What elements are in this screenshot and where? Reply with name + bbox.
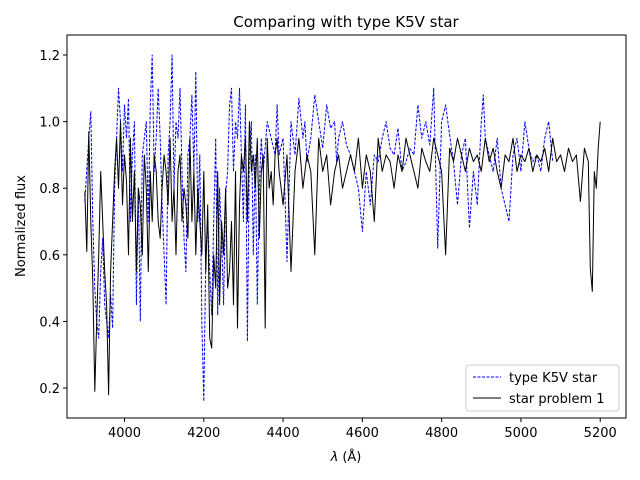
x-axis-label-symbol: λ [330,450,339,465]
y-axis: 0.2 0.4 0.6 0.8 1.0 1.2 [39,49,67,397]
x-tick-label: 5200 [584,426,617,441]
series-layer [84,54,601,402]
x-axis-label: λ (Å) [330,449,362,465]
x-tick-label: 4000 [108,426,141,441]
x-tick-label: 4400 [267,426,300,441]
y-tick-label: 0.8 [39,182,60,197]
y-axis-label: Normalized flux [14,175,29,277]
legend: type K5V star star problem 1 [465,364,620,412]
y-tick-label: 1.0 [39,116,60,131]
legend-label-k5v: type K5V star [509,371,598,386]
chart-title: Comparing with type K5V star [233,13,459,31]
y-tick-label: 0.6 [39,249,60,264]
x-axis: 4000 4200 4400 4600 4800 5000 5200 [108,418,617,441]
x-axis-label-unit: (Å) [342,449,361,465]
x-tick-label: 4800 [425,426,458,441]
y-tick-label: 0.2 [39,382,60,397]
y-tick-label: 1.2 [39,49,60,64]
legend-label-star1: star problem 1 [509,392,605,407]
series-line-1 [84,121,601,396]
legend-box [465,364,620,412]
y-tick-label: 0.4 [39,315,60,330]
x-tick-label: 4200 [187,426,220,441]
plot-area-frame [66,34,627,419]
x-tick-label: 5000 [504,426,537,441]
series-line-0 [84,54,554,402]
x-tick-label: 4600 [346,426,379,441]
